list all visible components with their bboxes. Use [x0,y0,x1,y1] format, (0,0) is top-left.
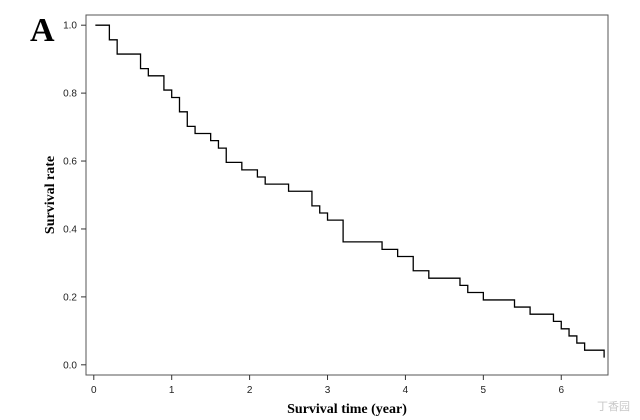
y-tick-label: 0.8 [63,89,77,100]
y-tick-label: 0.2 [63,292,77,303]
y-tick-label: 1.0 [63,21,77,32]
y-tick-label: 0.0 [63,360,77,371]
plot-frame [85,14,609,376]
y-tick-label: 0.4 [63,224,77,235]
x-tick-label: 5 [481,385,487,396]
y-tick-label: 0.6 [63,157,77,168]
survival-curve [95,24,605,358]
x-tick-label: 2 [247,385,253,396]
y-axis-title: Survival rate [43,156,58,234]
panel-label: A [30,12,55,49]
x-tick-label: 6 [558,385,564,396]
x-tick-label: 3 [325,385,331,396]
x-tick-label: 1 [169,385,175,396]
x-axis-title: Survival time (year) [287,402,407,417]
x-tick-label: 0 [91,385,97,396]
x-tick-label: 4 [403,385,409,396]
watermark-logo: 丁香园 [597,401,630,413]
